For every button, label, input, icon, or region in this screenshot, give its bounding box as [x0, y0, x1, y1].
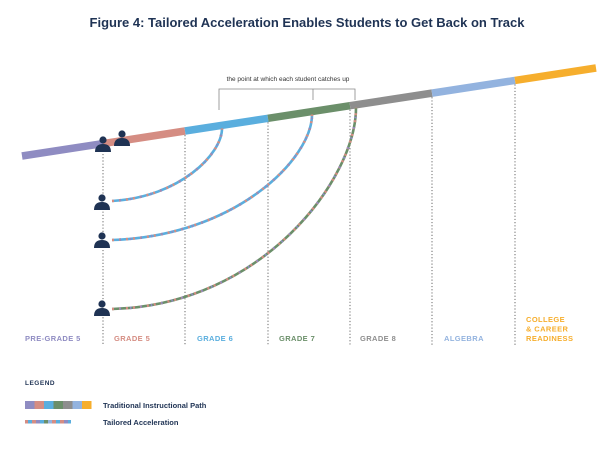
catch-up-annotation: the point at which each student catches …: [227, 76, 350, 83]
path-segment-grade-6: [184, 114, 269, 135]
grade-label-grade-5: GRADE 5: [114, 334, 150, 343]
tailored-arc-1: [111, 128, 224, 203]
figure-title: Figure 4: Tailored Acceleration Enables …: [89, 15, 525, 30]
student-icon: [94, 194, 110, 210]
grade-label-pre-grade-5: PRE-GRADE 5: [25, 334, 81, 343]
path-segment-college: [514, 64, 597, 85]
student-icon: [94, 232, 110, 248]
legend-title: LEGEND: [25, 380, 55, 387]
path-segment-pre-grade-5: [21, 139, 104, 160]
legend-swatch-traditional: [25, 401, 92, 409]
grade-label-grade-6: GRADE 6: [197, 334, 233, 343]
legend-tailored-label: Tailored Acceleration: [103, 418, 179, 427]
path-segment-grade-7: [267, 102, 351, 122]
legend: LEGEND Traditional Instructional Path Ta…: [25, 380, 207, 427]
student-icon: [95, 136, 111, 152]
path-segment-algebra: [431, 76, 516, 97]
grade-label-algebra: ALGEBRA: [444, 334, 484, 343]
legend-swatch-tailored: [25, 420, 71, 424]
tailored-arc-2: [111, 114, 314, 242]
grade-label-grade-7: GRADE 7: [279, 334, 315, 343]
student-icon: [114, 130, 130, 146]
student-icon: [94, 300, 110, 316]
grade-label-grade-8: GRADE 8: [360, 334, 396, 343]
path-segment-grade-8: [349, 89, 433, 110]
legend-traditional-label: Traditional Instructional Path: [103, 401, 207, 410]
tailored-arc-3: [111, 107, 358, 311]
grade-label-college: COLLEGE & CAREER READINESS: [526, 315, 573, 343]
